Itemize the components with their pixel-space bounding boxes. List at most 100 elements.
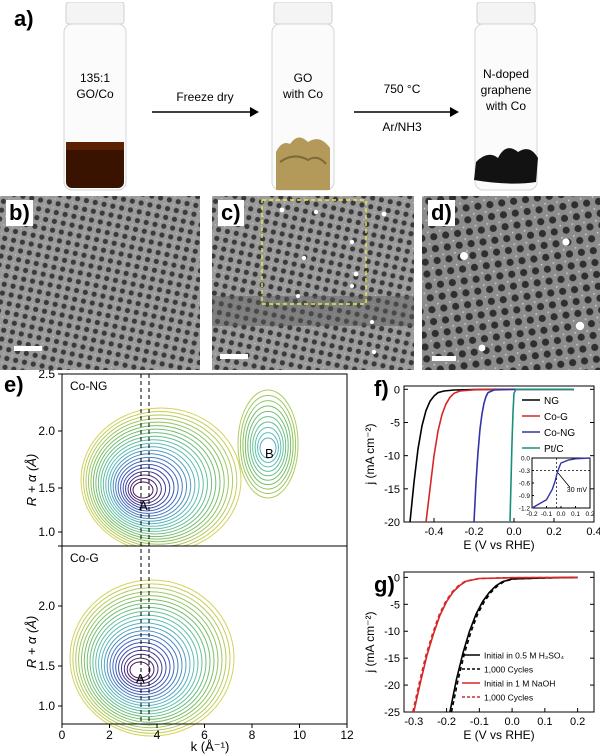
series-line-1 <box>450 576 578 713</box>
inset-annotation: 30 mV <box>567 487 588 494</box>
panel-g-axes: -0.3 -0.2 -0.1 0.0 0.1 0.2 0 -5 -10 -15 -20 -25 E (V… <box>363 571 595 742</box>
y-tick-label: -10 <box>384 451 400 463</box>
inset-ytick-label: -1.2 <box>519 506 531 513</box>
vial-2-line-1: GO <box>293 71 313 85</box>
inset-xtick-label: -0.2 <box>526 511 538 518</box>
arrow-2-line-1: 750 °C <box>383 82 421 96</box>
vial-1-caption: 135:1 GO/Co <box>60 70 130 102</box>
e-xtick-label: 0 <box>59 728 66 742</box>
inset-xtick-label: 0.1 <box>571 511 580 518</box>
y-tick-label: -20 <box>384 680 400 692</box>
contour-ring-top-b <box>247 410 289 481</box>
inset-curve <box>531 457 591 509</box>
contour-ring-top <box>127 474 162 504</box>
x-tick-label: -0.4 <box>425 526 444 538</box>
contour-ring-bottom <box>118 645 167 690</box>
vial-1-line-1: 135:1 <box>79 71 111 85</box>
panel-g-chart: -0.3 -0.2 -0.1 0.0 0.1 0.2 0 -5 -10 -15 -20 -25 E (V… <box>363 571 595 742</box>
e-ytick-label-bottom: 1.0 <box>38 699 55 713</box>
contour-ring-top <box>117 460 179 514</box>
contour-ring-bottom <box>100 622 191 707</box>
contour-ring-bottom <box>98 618 195 709</box>
inset-ytick-label: -0.3 <box>519 468 531 475</box>
contour-ring-bottom <box>75 587 227 731</box>
contour-ring-bottom <box>115 641 171 693</box>
contour-top <box>80 389 299 553</box>
contour-ring-bottom <box>106 630 183 701</box>
series-line-3 <box>509 388 574 523</box>
contour-ring-top <box>110 449 192 522</box>
y-axis-label: j (mA cm⁻²) <box>363 612 377 674</box>
contour-ring-top-b <box>242 400 294 490</box>
vial-1 <box>60 1 130 194</box>
contour-ring-bottom <box>72 583 231 734</box>
panel-f-label: f) <box>374 376 389 401</box>
y-tick-label: -20 <box>384 517 400 529</box>
contour-ring-top <box>112 453 188 520</box>
x-tick-label: 0.0 <box>506 526 521 538</box>
tem-image-c-graphic <box>212 196 414 370</box>
e-xtick-label: 12 <box>340 728 354 742</box>
legend-label-1: 1,000 Cycles <box>484 665 533 675</box>
vial-2-graphic <box>271 1 335 191</box>
x-tick-label: -0.2 <box>437 716 456 728</box>
x-tick-label: 0.2 <box>570 716 585 728</box>
x-tick-label: 0.0 <box>504 716 519 728</box>
contour-ring-top <box>95 428 217 538</box>
y-tick-label: 0 <box>394 384 400 396</box>
inset-arrow <box>557 472 571 488</box>
contour-ring-bottom <box>112 638 175 696</box>
contour-ring-top-b <box>254 426 282 468</box>
vial-2-line-2: with Co <box>282 87 323 101</box>
y-axis-label: j (mA cm⁻²) <box>363 424 377 486</box>
contour-ring-top-b <box>244 405 292 486</box>
label-co-ng: Co-NG <box>70 379 107 393</box>
x-tick-label: 0.2 <box>546 526 561 538</box>
x-axis-label: E (V vs RHE) <box>463 538 534 552</box>
contour-ring-top <box>122 467 171 509</box>
x-tick-label: 0.1 <box>537 716 552 728</box>
x-tick-label: 0.4 <box>586 526 600 538</box>
x-tick-label: -0.1 <box>470 716 489 728</box>
e-ytick-label-top: 1.5 <box>38 481 55 495</box>
contour-ring-top <box>100 435 208 532</box>
contour-ring-bottom <box>95 614 199 712</box>
e-xtick-label: 6 <box>201 728 208 742</box>
contour-ring-bottom <box>69 579 235 737</box>
series-line-2 <box>473 388 574 523</box>
panel-g-lines <box>412 576 578 713</box>
legend-label-1: Co-G <box>544 412 568 423</box>
label-co-g: Co-G <box>70 551 99 565</box>
panel-c-label: c) <box>218 200 244 226</box>
e-xtick-label: 8 <box>249 728 256 742</box>
scale-bar-d <box>432 356 456 361</box>
panel-f-lines <box>409 388 574 523</box>
legend-label-0: Initial in 0.5 M H₂SO₄ <box>484 651 565 661</box>
panel-e-ylabel-bottom: R + α (Å) <box>24 616 39 669</box>
contour-ring-top <box>105 442 200 527</box>
tem-image-c <box>212 196 414 370</box>
series-line-3 <box>412 576 578 713</box>
peak-a-bottom: A <box>136 671 145 686</box>
panel-b-label: b) <box>6 200 33 226</box>
vial-2 <box>268 1 338 194</box>
contour-ring-top <box>130 477 158 502</box>
vial-1-line-2: GO/Co <box>76 87 114 101</box>
panel-e-xticks: 0 2 4 6 8 10 12 <box>59 724 354 742</box>
e-xtick-label: 4 <box>154 728 161 742</box>
inset-xtick-label: 0.2 <box>585 511 594 518</box>
panel-e-ylabel-top: R + α (Å) <box>24 454 39 507</box>
contour-ring-bottom <box>89 606 207 718</box>
legend-label-3: Pt/C <box>544 444 563 455</box>
e-ytick-label-top: 2.0 <box>38 424 55 438</box>
contour-ring-top-b <box>252 421 284 472</box>
arrow-1 <box>152 107 259 117</box>
vial-3-graphic <box>474 1 538 191</box>
e-xtick-label: 10 <box>293 728 307 742</box>
contour-ring-bottom <box>120 649 163 687</box>
peak-b-top: B <box>265 446 274 461</box>
contour-ring-top <box>97 432 213 535</box>
panel-d-label: d) <box>428 200 455 226</box>
inset-ytick-label: -0.9 <box>519 493 531 500</box>
e-ytick-label-top: 2.5 <box>38 370 55 381</box>
